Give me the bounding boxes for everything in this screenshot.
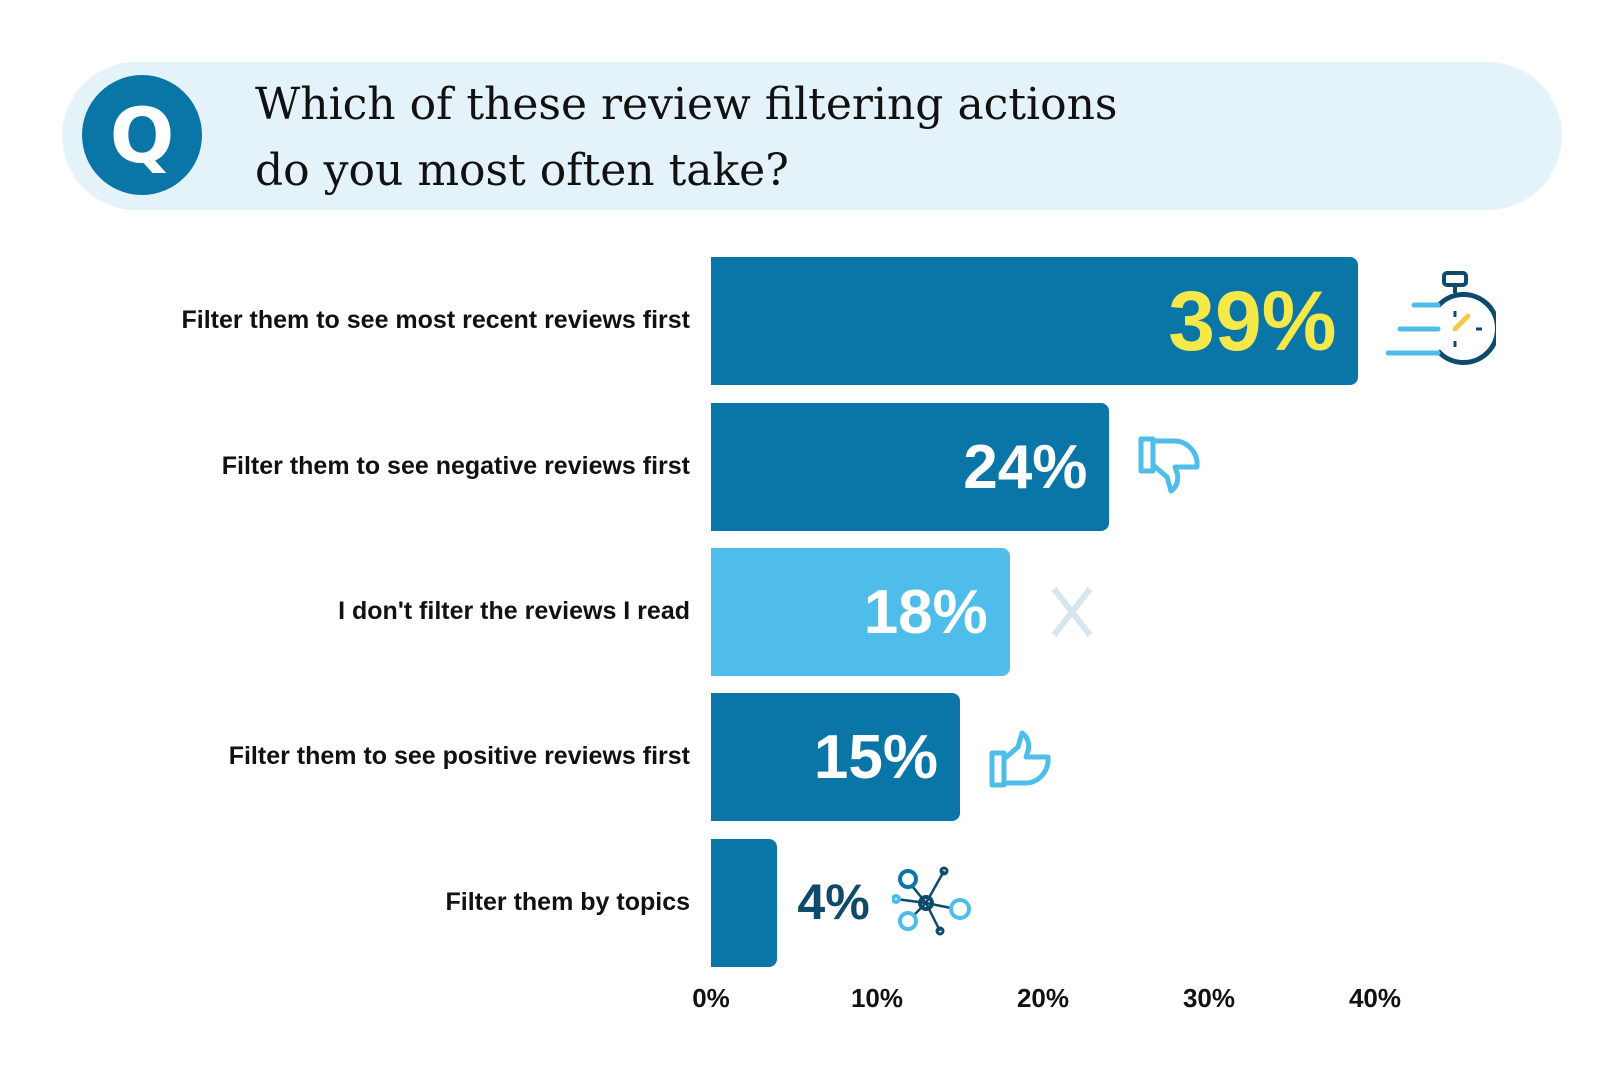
x-tick-label: 20%: [1016, 983, 1070, 1013]
thumbs-up-icon: [988, 725, 1052, 794]
x-icon: [1050, 587, 1094, 642]
bar-0: 39%: [711, 257, 1359, 385]
question-badge: Q: [82, 75, 202, 195]
category-label: Filter them to see positive reviews firs…: [228, 742, 690, 770]
value-label: 15%: [813, 722, 938, 792]
chart-title: Which of these review filtering actions …: [255, 79, 1118, 196]
x-tick-label: 10%: [850, 983, 904, 1013]
category-label: I don't filter the reviews I read: [338, 597, 690, 625]
value-label: 4%: [797, 874, 870, 930]
x-tick-label: 30%: [1182, 983, 1236, 1013]
thumbs-down-icon: [1137, 435, 1201, 504]
question-banner: [62, 62, 1562, 210]
bar-4: [711, 839, 778, 967]
bar-1: 24%: [711, 403, 1110, 531]
value-label: 24%: [963, 432, 1088, 502]
value-label: 18%: [863, 577, 988, 647]
category-label: Filter them to see negative reviews firs…: [221, 452, 690, 480]
bar-2: 18%: [711, 548, 1010, 676]
stopwatch-icon: [1385, 271, 1501, 376]
bar-3: 15%: [711, 693, 960, 821]
category-label: Filter them to see most recent reviews f…: [181, 306, 690, 334]
x-tick-label: 40%: [1348, 983, 1402, 1013]
network-icon: [891, 865, 972, 946]
category-label: Filter them by topics: [445, 888, 690, 916]
x-tick-label: 0%: [692, 983, 730, 1013]
value-label: 39%: [1168, 273, 1337, 368]
